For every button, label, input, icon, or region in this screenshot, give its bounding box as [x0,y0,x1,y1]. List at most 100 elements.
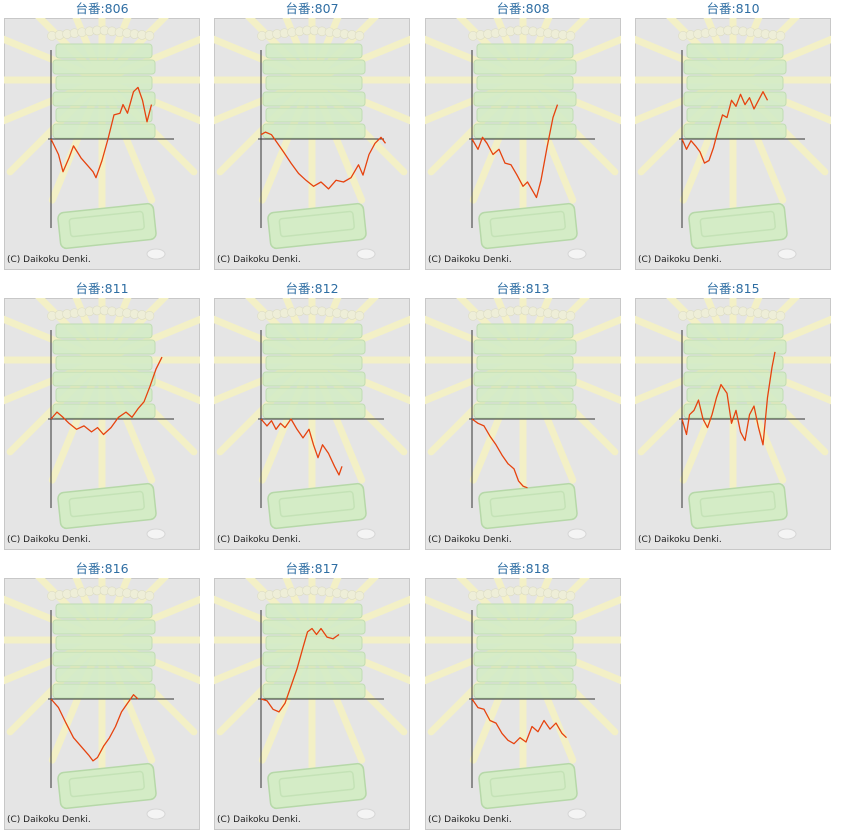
slot-graph: (C) Daikoku Denki. [635,18,831,270]
ball-decoration [565,311,576,321]
machine-number-title[interactable]: 台番:813 [496,281,550,296]
copyright-label: (C) Daikoku Denki. [217,535,301,545]
box-stack-layer [476,635,574,651]
payout-series-line [50,356,163,436]
background-illustration [4,18,200,260]
background-illustration [635,18,831,260]
chart-panel: (C) Daikoku Denki. [425,298,621,550]
box-stack-layer [265,387,363,403]
payout-series-line [260,131,387,190]
background-illustration [214,298,410,540]
machine-number-title[interactable]: 台番:807 [285,1,339,16]
background-illustration [4,298,200,540]
box-stack-layer [683,123,787,139]
copyright-label: (C) Daikoku Denki. [428,815,512,825]
box-stack-layer [473,339,577,355]
payout-series-line [50,694,139,762]
box-stack-layer [476,75,574,91]
box-stack-layer [476,43,574,59]
copyright-label: (C) Daikoku Denki. [428,255,512,265]
box-stack-layer [476,667,574,683]
copyright-label: (C) Daikoku Denki. [217,815,301,825]
background-illustration [425,578,621,820]
box-stack-layer [55,75,153,91]
ball-decoration [144,31,155,41]
chart-panel: (C) Daikoku Denki. [635,298,831,550]
tray-inner-decoration [489,210,566,238]
payout-series-line [471,104,559,199]
payout-series-line [50,86,153,179]
tray-inner-decoration [68,770,145,798]
payout-series-line [471,418,528,489]
tray-decoration [478,482,578,530]
tray-inner-decoration [278,490,355,518]
box-stack-layer [686,107,784,123]
copyright-label: (C) Daikoku Denki. [638,535,722,545]
box-stack-layer [55,43,153,59]
box-stack-layer [52,91,156,107]
copyright-label: (C) Daikoku Denki. [638,255,722,265]
coin-decoration [567,528,587,540]
coin-decoration [777,528,797,540]
copyright-label: (C) Daikoku Denki. [7,535,91,545]
payout-series-line [681,351,776,446]
box-stack-layer [473,59,577,75]
background-illustration [425,298,621,540]
box-stack-layer [262,91,366,107]
coin-decoration [777,248,797,260]
box-stack-layer [55,387,153,403]
ball-decoration [565,591,576,601]
box-stack-layer [55,635,153,651]
background-illustration [214,578,410,820]
tray-decoration [57,202,157,250]
box-stack-layer [683,371,787,387]
box-stack-layer [55,603,153,619]
box-stack-layer [265,43,363,59]
machine-number-title[interactable]: 台番:817 [285,561,339,576]
box-stack-layer [262,403,366,419]
machine-number-title[interactable]: 台番:811 [75,281,129,296]
machine-number-title[interactable]: 台番:816 [75,561,129,576]
box-stack-layer [262,619,366,635]
tray-inner-decoration [68,210,145,238]
machine-number-title[interactable]: 台番:810 [706,1,760,16]
machine-number-title[interactable]: 台番:812 [285,281,339,296]
box-stack-layer [476,603,574,619]
tray-inner-decoration [278,770,355,798]
box-stack-layer [476,107,574,123]
box-stack-layer [686,323,784,339]
tray-inner-decoration [278,210,355,238]
slot-graph: (C) Daikoku Denki. [214,298,410,550]
tray-decoration [688,482,788,530]
tray-decoration [267,202,367,250]
box-stack-layer [686,387,784,403]
payout-series-line [260,627,340,713]
box-stack-layer [52,683,156,699]
box-stack-layer [265,107,363,123]
coin-decoration [146,248,166,260]
box-stack-layer [476,387,574,403]
ball-decoration [565,31,576,41]
machine-number-title[interactable]: 台番:815 [706,281,760,296]
machine-number-title[interactable]: 台番:808 [496,1,550,16]
box-stack-layer [55,667,153,683]
box-stack-layer [55,355,153,371]
tray-decoration [688,202,788,250]
coin-decoration [567,248,587,260]
tray-decoration [478,202,578,250]
box-stack-layer [265,75,363,91]
box-stack-layer [52,123,156,139]
box-stack-layer [476,355,574,371]
machine-number-title[interactable]: 台番:818 [496,561,550,576]
tray-decoration [57,762,157,810]
machine-number-title[interactable]: 台番:806 [75,1,129,16]
coin-decoration [356,248,376,260]
slot-graph: (C) Daikoku Denki. [4,298,200,550]
box-stack-layer [55,323,153,339]
chart-panel: (C) Daikoku Denki. [425,18,621,270]
box-stack-layer [262,123,366,139]
box-stack-layer [473,683,577,699]
chart-panel: (C) Daikoku Denki. [4,578,200,830]
background-illustration [214,18,410,260]
payout-series-line [260,418,343,476]
